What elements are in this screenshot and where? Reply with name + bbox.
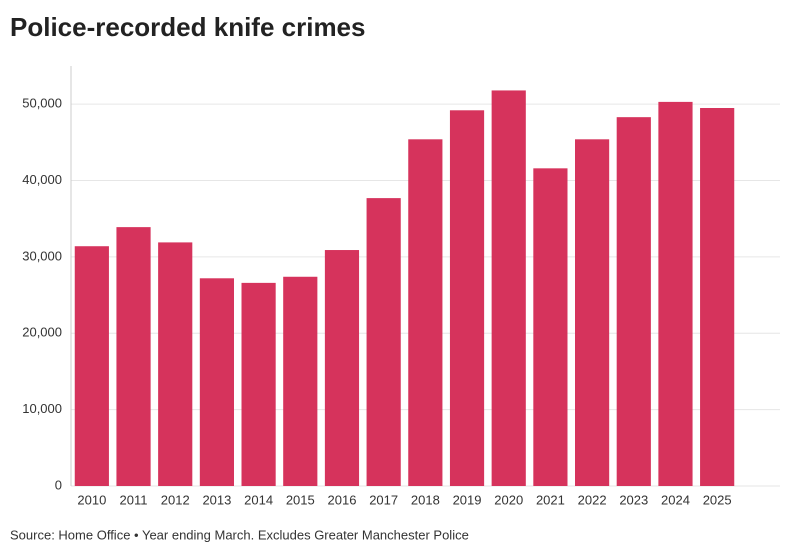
bar: [366, 198, 401, 487]
x-tick-label: 2010: [77, 492, 106, 507]
bar: [533, 168, 568, 486]
y-tick-label: 0: [55, 477, 62, 492]
x-tick-label: 2022: [578, 492, 607, 507]
source-note: Source: Home Office • Year ending March.…: [10, 527, 469, 542]
bar: [116, 227, 151, 487]
x-tick-label: 2017: [369, 492, 398, 507]
y-tick-label: 40,000: [22, 172, 62, 187]
y-tick-label: 10,000: [22, 401, 62, 416]
bar: [241, 282, 276, 486]
chart-title: Police-recorded knife crimes: [10, 12, 365, 42]
bar: [74, 246, 109, 486]
x-tick-label: 2024: [661, 492, 690, 507]
bar: [658, 101, 693, 487]
x-tick-label: 2013: [202, 492, 231, 507]
x-tick-label: 2023: [619, 492, 648, 507]
bar: [491, 90, 526, 486]
bar: [199, 278, 234, 486]
x-tick-label: 2014: [244, 492, 273, 507]
y-tick-label: 50,000: [22, 96, 62, 111]
x-tick-label: 2021: [536, 492, 565, 507]
bar: [616, 117, 651, 486]
bar: [408, 139, 443, 487]
x-tick-label: 2018: [411, 492, 440, 507]
bar: [324, 250, 360, 486]
y-tick-label: 30,000: [22, 248, 62, 263]
bar: [283, 276, 318, 486]
x-tick-label: 2012: [161, 492, 190, 507]
x-tick-label: 2025: [703, 492, 732, 507]
x-tick-label: 2020: [494, 492, 523, 507]
bar: [700, 108, 735, 486]
x-tick-label: 2016: [328, 492, 357, 507]
x-tick-label: 2019: [453, 492, 482, 507]
bar: [575, 139, 610, 487]
bar: [158, 242, 193, 486]
x-tick-label: 2015: [286, 492, 315, 507]
x-tick-label: 2011: [120, 492, 148, 507]
y-tick-label: 20,000: [22, 325, 62, 340]
bar: [449, 110, 485, 487]
